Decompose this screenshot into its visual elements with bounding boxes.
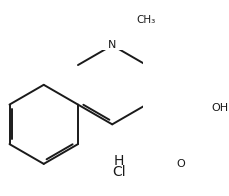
- Text: OH: OH: [211, 103, 228, 113]
- Text: N: N: [108, 40, 116, 50]
- Text: CH₃: CH₃: [137, 15, 156, 25]
- Text: O: O: [176, 159, 185, 169]
- Text: Cl: Cl: [112, 165, 125, 179]
- Text: H: H: [113, 154, 124, 168]
